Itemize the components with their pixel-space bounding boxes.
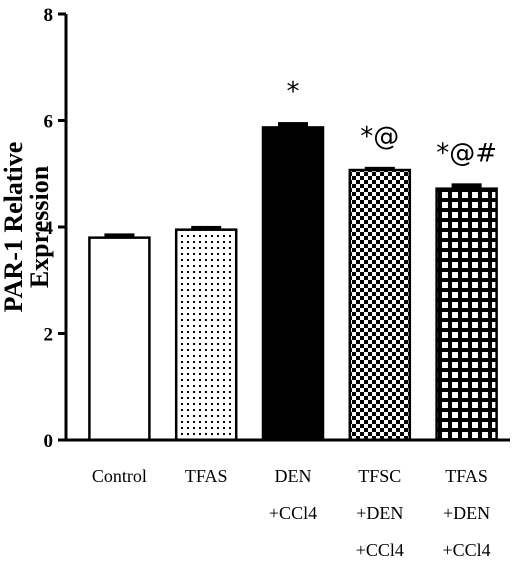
bar: [174, 228, 238, 442]
significance-label: *@#: [436, 138, 497, 168]
x-axis: Control TFAS DEN +CCl4 TFSC +DEN +CCl4 TFAS +DEN…: [66, 438, 510, 560]
x-tick-label: Control: [92, 466, 147, 486]
significance-label: *@: [360, 122, 399, 152]
y-tick-label: 8: [44, 5, 54, 26]
y-tick-label: 6: [44, 112, 54, 133]
significance-label: *: [287, 77, 300, 107]
x-tick-label: +DEN: [356, 503, 403, 523]
x-tick-label: TFAS: [445, 466, 488, 486]
x-tick-label: TFSC: [358, 466, 401, 486]
y-axis-title-line: PAR-1 Relative: [0, 142, 28, 313]
y-axis-title-line: Expression: [25, 165, 54, 288]
error-bar: [278, 122, 308, 128]
y-tick-label: 2: [44, 325, 54, 346]
bars: * *@ *@#: [88, 77, 498, 442]
y-axis: 0 2 4 6 8: [44, 5, 68, 452]
error-bar: [191, 225, 222, 230]
bar: [435, 187, 498, 442]
bar: [88, 236, 151, 442]
bar: [261, 126, 325, 442]
y-tick-label: 0: [44, 431, 54, 452]
x-tick-label: TFAS: [185, 466, 228, 486]
bar: [348, 168, 412, 442]
error-bar: [104, 233, 135, 238]
x-tick-label: DEN: [275, 466, 312, 486]
x-tick-label: +CCl4: [443, 540, 491, 560]
error-bar: [451, 183, 482, 189]
x-tick-label: +CCl4: [356, 540, 404, 560]
error-bar: [364, 166, 395, 171]
x-tick-label: +CCl4: [269, 503, 317, 523]
x-tick-label: +DEN: [443, 503, 490, 523]
y-tick-label: 4: [44, 218, 54, 239]
